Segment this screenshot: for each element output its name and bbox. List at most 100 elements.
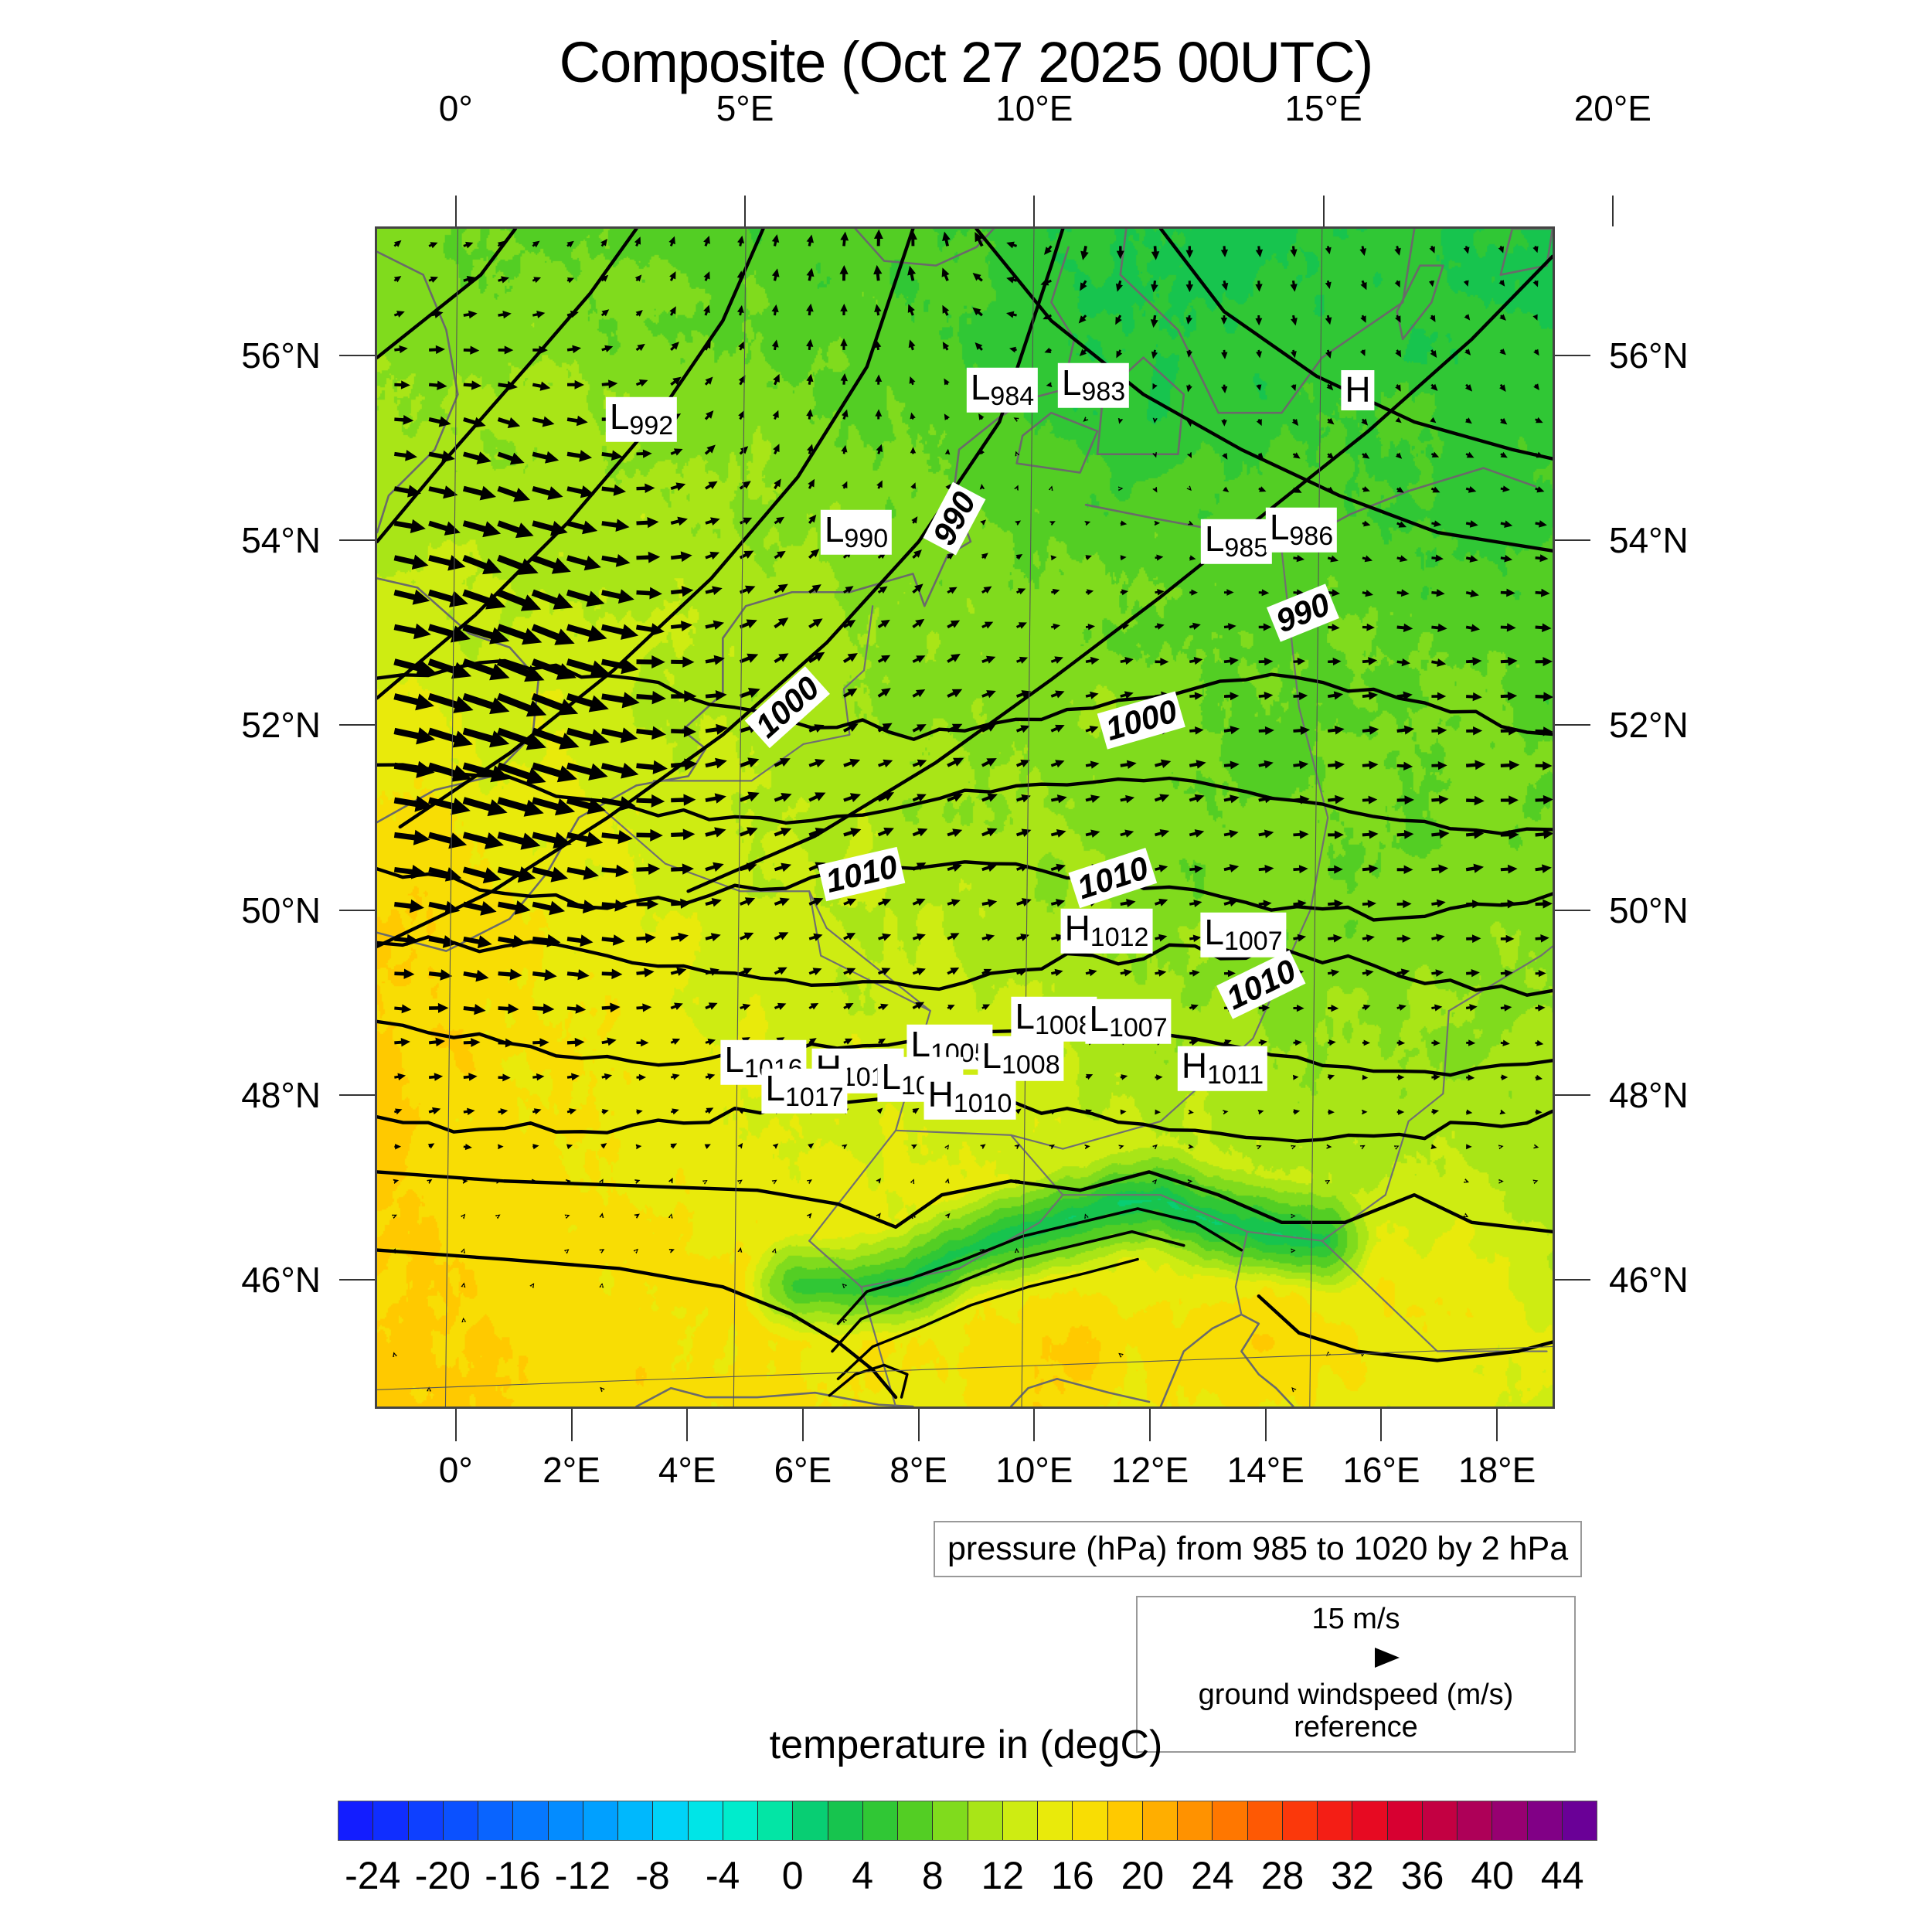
- wind-arrow: [1043, 245, 1053, 255]
- wind-arrow: [1500, 623, 1516, 632]
- wind-arrow: [839, 265, 849, 281]
- wind-arrow: [427, 589, 468, 607]
- wind-arrow: [1430, 349, 1437, 359]
- wind-arrow: [428, 1073, 444, 1081]
- wind-arrow: [463, 345, 480, 355]
- wind-arrow: [1189, 657, 1203, 665]
- wind-arrow: [947, 899, 961, 907]
- pressure-center-label-h-1012-7: H1012: [1060, 908, 1153, 954]
- wind-arrow: [1016, 864, 1029, 872]
- isobar-alpine-a: [836, 1207, 1243, 1325]
- wind-arrow: [394, 1144, 402, 1150]
- colorbar-cell: [862, 1801, 898, 1840]
- wind-arrow: [1155, 969, 1167, 977]
- wind-arrow: [911, 1144, 917, 1150]
- wind-arrow: [1223, 898, 1239, 907]
- wind-arrow: [1120, 968, 1133, 977]
- wind-arrow: [532, 520, 568, 536]
- wind-arrow: [1223, 589, 1234, 596]
- wind-arrow: [1151, 349, 1158, 359]
- wind-arrow: [1016, 588, 1026, 595]
- wind-arrow: [601, 519, 630, 532]
- wind-arrow: [808, 758, 825, 768]
- wind-arrow: [1396, 725, 1415, 735]
- wind-arrow: [1293, 934, 1307, 942]
- wind-arrow: [636, 1039, 649, 1047]
- wind-arrow: [428, 900, 461, 915]
- tick-mark: [570, 1409, 573, 1441]
- colorbar-tick-4: 4: [852, 1854, 874, 1897]
- wind-arrow: [873, 264, 883, 281]
- tick-mark: [1555, 1278, 1590, 1281]
- colorbar-tick-0: 0: [781, 1854, 804, 1897]
- map-plot-area[interactable]: [375, 226, 1555, 1409]
- wind-arrow: [1328, 794, 1345, 804]
- wind-arrow: [1050, 690, 1065, 699]
- wind-arrow: [843, 1003, 854, 1010]
- colorbar-cell: [443, 1801, 478, 1840]
- colorbar-cell: [478, 1801, 514, 1840]
- wind-arrow: [1221, 349, 1228, 359]
- wind-arrow: [498, 310, 512, 319]
- pressure-center-label-h-1010-18: H1010: [923, 1074, 1016, 1121]
- wind-arrow: [1120, 794, 1135, 804]
- wind-arrow: [566, 520, 598, 535]
- wind-arrow: [460, 1213, 466, 1219]
- wind-arrow: [566, 240, 574, 248]
- wind-arrow: [496, 692, 547, 717]
- tick-mark: [339, 539, 375, 542]
- wind-arrow: [566, 900, 598, 914]
- wind-arrow: [705, 793, 726, 804]
- wind-arrow: [394, 1073, 406, 1080]
- wind-arrow: [601, 1073, 613, 1080]
- wind-arrow: [1085, 555, 1092, 561]
- wind-arrow: [1116, 349, 1123, 359]
- wind-arrow: [1532, 314, 1538, 321]
- wind-arrow: [912, 968, 926, 976]
- wind-arrow: [671, 794, 696, 806]
- wind-arrow: [1220, 315, 1228, 325]
- wind-arrow: [601, 1002, 621, 1013]
- wind-arrow: [808, 478, 815, 489]
- wind-arrow: [947, 723, 963, 733]
- wind-arrow: [947, 828, 963, 838]
- lon-tick-top-3: 15°E: [1284, 88, 1362, 128]
- wind-arrow: [532, 934, 561, 947]
- wind-arrow: [981, 934, 995, 942]
- wind-arrow: [1532, 246, 1539, 253]
- wind-arrow: [981, 553, 988, 560]
- wind-arrow: [1465, 485, 1477, 493]
- tick-mark: [686, 1409, 689, 1441]
- colorbar-cell: [1002, 1801, 1038, 1840]
- wind-arrow: [1185, 246, 1194, 258]
- wind-arrow: [463, 380, 482, 390]
- wind-arrow: [705, 862, 724, 872]
- wind-arrow: [532, 381, 551, 391]
- wind-arrow: [910, 447, 917, 454]
- wind-arrow: [908, 230, 917, 247]
- wind-arrow: [843, 1038, 853, 1045]
- isobar-1002: [377, 763, 1553, 835]
- wind-arrow: [531, 555, 571, 574]
- wind-arrow: [739, 932, 754, 940]
- wind-arrow: [1396, 589, 1410, 597]
- colorbar-cell: [653, 1801, 689, 1840]
- wind-arrow: [1189, 865, 1203, 873]
- wind-arrow: [668, 1177, 673, 1184]
- wind-arrow: [907, 265, 917, 281]
- wind-arrow: [981, 723, 997, 733]
- wind-arrow: [1120, 623, 1130, 630]
- wind-arrow: [636, 760, 668, 774]
- temperature-colorbar[interactable]: [338, 1801, 1597, 1841]
- wind-arrow: [1326, 383, 1334, 391]
- wind-arrow: [566, 345, 582, 354]
- wind-arrow: [462, 866, 502, 884]
- wind-arrow: [1015, 1108, 1022, 1114]
- wind-arrow: [635, 310, 643, 317]
- wind-arrow: [668, 1213, 673, 1219]
- wind-arrow: [670, 1002, 683, 1011]
- wind-arrow: [738, 375, 746, 386]
- wind-arrow: [1155, 828, 1170, 838]
- wind-arrow: [670, 448, 683, 456]
- wind-arrow: [428, 935, 457, 948]
